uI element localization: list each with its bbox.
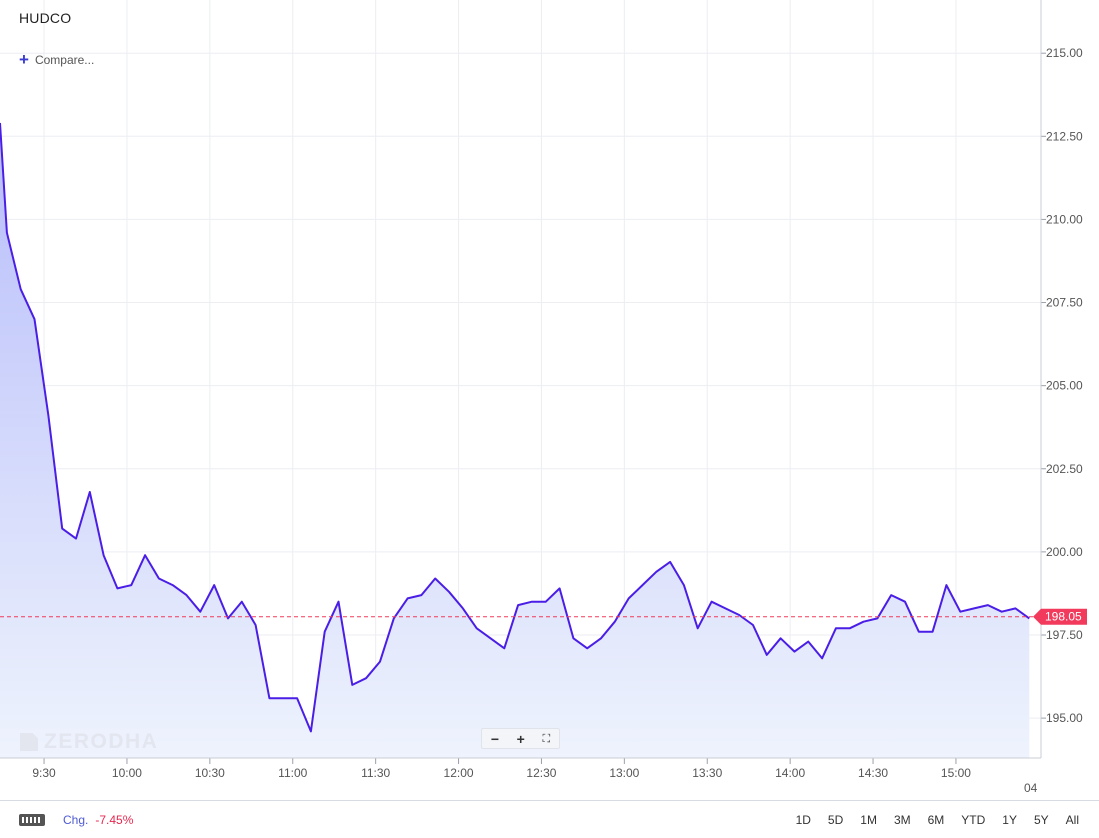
y-tick-label: 195.00: [1046, 711, 1083, 725]
x-tick-label: 15:00: [941, 766, 971, 780]
y-tick-label: 200.00: [1046, 545, 1083, 559]
compare-label: Compare...: [35, 53, 94, 67]
range-5d-button[interactable]: 5D: [820, 813, 851, 827]
watermark: ZERODHA: [20, 730, 158, 754]
price-chart[interactable]: 195.00 197.50 200.00 202.50 205.00 207.50 210.…: [0, 0, 1099, 800]
zerodha-logo-icon: [20, 733, 38, 751]
x-tick-label: 14:00: [775, 766, 805, 780]
y-tick-label: 215.00: [1046, 46, 1083, 60]
compare-button[interactable]: + Compare...: [19, 53, 94, 67]
x-tick-label: 9:30: [32, 766, 56, 780]
y-tick-label: 202.50: [1046, 462, 1083, 476]
chart-footer: Chg. -7.45% 1D 5D 1M 3M 6M YTD 1Y 5Y All: [0, 800, 1099, 838]
expand-icon[interactable]: ⛶: [542, 732, 550, 746]
range-ytd-button[interactable]: YTD: [953, 813, 993, 827]
x-tick-label: 12:00: [444, 766, 474, 780]
chart-canvas[interactable]: 195.00 197.50 200.00 202.50 205.00 207.50 210.…: [0, 0, 1099, 800]
x-tick-label: 10:00: [112, 766, 142, 780]
change-label: Chg.: [63, 813, 88, 827]
x-tick-label: 11:30: [361, 766, 390, 780]
plus-icon[interactable]: +: [517, 732, 525, 746]
plus-icon: +: [19, 54, 29, 66]
x-tick-label: 13:00: [609, 766, 639, 780]
range-1d-button[interactable]: 1D: [788, 813, 819, 827]
range-5y-button[interactable]: 5Y: [1026, 813, 1057, 827]
zoom-controls: − + ⛶: [481, 728, 560, 749]
range-3m-button[interactable]: 3M: [886, 813, 919, 827]
y-tick-label: 212.50: [1046, 129, 1083, 143]
change-value: -7.45%: [95, 813, 133, 827]
range-all-button[interactable]: All: [1058, 813, 1087, 827]
x-tick-label: 10:30: [195, 766, 225, 780]
y-tick-label: 207.50: [1046, 296, 1083, 310]
range-selector: 1D 5D 1M 3M 6M YTD 1Y 5Y All: [788, 813, 1087, 827]
range-1y-button[interactable]: 1Y: [994, 813, 1025, 827]
y-tick-label: 197.50: [1046, 628, 1083, 642]
symbol-title: HUDCO: [19, 10, 71, 26]
minus-icon[interactable]: −: [491, 732, 499, 746]
watermark-text: ZERODHA: [44, 730, 158, 754]
range-1m-button[interactable]: 1M: [852, 813, 885, 827]
x-tick-label: 04: [1024, 781, 1038, 795]
last-price-label: 198.05: [1045, 610, 1082, 624]
y-tick-label: 210.00: [1046, 212, 1083, 226]
area-fill: [0, 123, 1029, 758]
x-tick-label: 13:30: [692, 766, 722, 780]
x-tick-label: 12:30: [526, 766, 556, 780]
y-tick-label: 205.00: [1046, 379, 1083, 393]
x-tick-label: 11:00: [278, 766, 307, 780]
keyboard-icon[interactable]: [19, 814, 45, 826]
range-6m-button[interactable]: 6M: [920, 813, 953, 827]
x-tick-label: 14:30: [858, 766, 888, 780]
